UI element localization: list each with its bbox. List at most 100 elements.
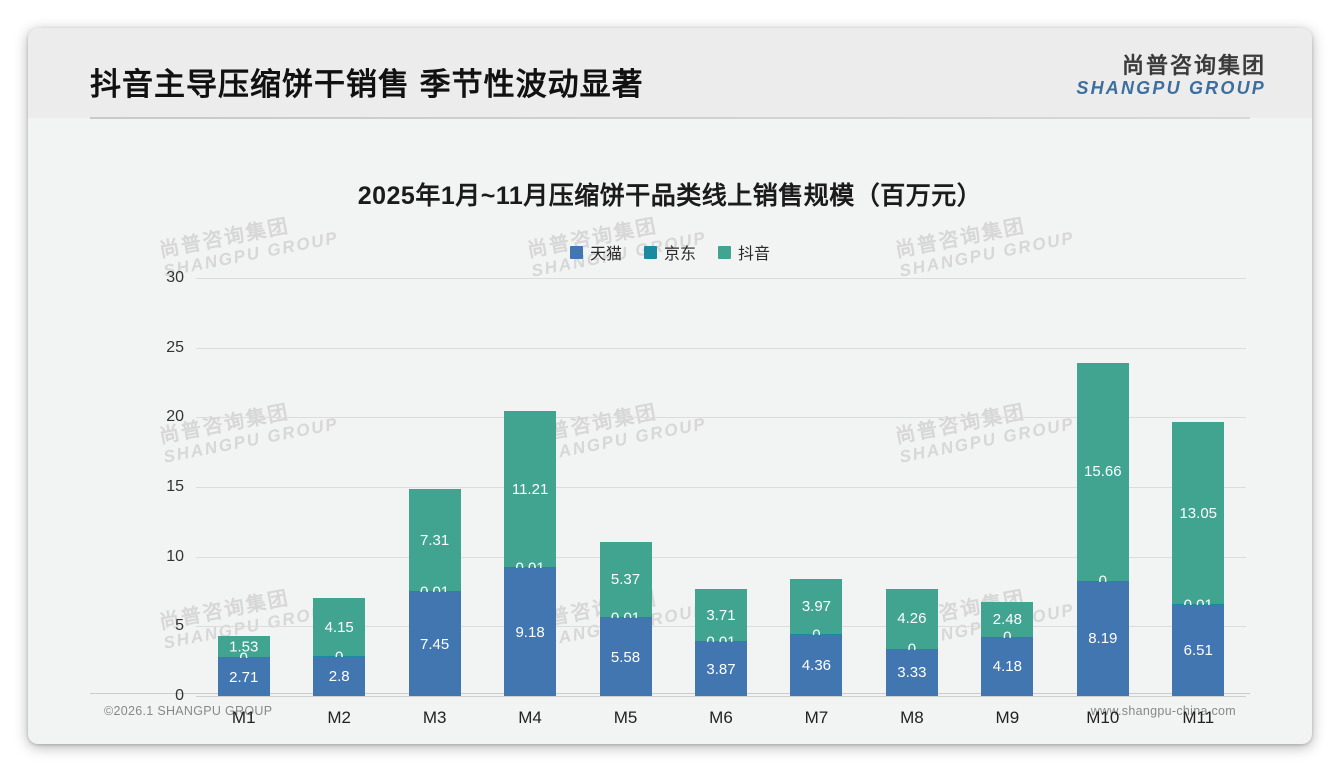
bar-segment-抖音[interactable]: 3.97 <box>790 578 843 635</box>
stacked-bar[interactable]: 11.210.019.18 <box>504 410 557 696</box>
gridline <box>196 278 1246 279</box>
bar-group-M4: 11.210.019.18 M4 <box>482 278 577 727</box>
x-axis-tick-label: M11 <box>1182 708 1215 727</box>
x-axis-tick-label: M3 <box>422 708 447 727</box>
bar-value-label: 0 <box>812 626 820 643</box>
bar-group-M11: 13.050.016.51 M11 <box>1151 278 1246 727</box>
brand-logo-en: SHANGPU GROUP <box>1076 78 1266 99</box>
bar-group-M2: 4.15 0 2.8 M2 <box>291 278 386 727</box>
bar-value-label: 9.18 <box>515 623 545 641</box>
bar-value-label: 13.05 <box>1179 504 1218 522</box>
x-axis-tick-label: M1 <box>231 708 256 727</box>
bar-segment-抖音[interactable]: 4.15 <box>313 598 366 656</box>
stacked-bar[interactable]: 1.530 2.71 <box>217 635 270 696</box>
bar-segment-京东[interactable]: 0 <box>885 641 938 658</box>
stacked-bar[interactable]: 7.310.017.45 <box>408 489 461 696</box>
bar-value-label: 1.53 <box>229 638 259 656</box>
bar-segment-天猫[interactable]: 4.18 <box>981 637 1034 696</box>
bar-value-label: 3.33 <box>897 664 927 682</box>
bar-segment-天猫[interactable]: 3.33 <box>885 649 938 696</box>
bar-value-label: 7.31 <box>420 531 450 549</box>
bar-value-label: 3.97 <box>801 598 832 616</box>
bar-segment-天猫[interactable]: 3.87 <box>694 642 747 696</box>
legend-item-抖音[interactable]: 抖音 <box>718 240 770 264</box>
slide-card: 抖音主导压缩饼干销售 季节性波动显著 尚普咨询集团 SHANGPU GROUP … <box>28 28 1312 744</box>
y-axis-tick-label: 30 <box>166 269 184 286</box>
legend-swatch-icon <box>718 245 731 259</box>
y-axis-tick-label: 25 <box>166 338 184 356</box>
bar-segment-京东[interactable]: 0 <box>217 649 270 666</box>
bar-segment-抖音[interactable]: 4.26 <box>885 589 938 649</box>
bar-group-M5: 5.370.015.58 M5 <box>578 278 673 727</box>
bar-segment-抖音[interactable]: 13.05 <box>1172 422 1225 605</box>
chart-x-axis-line <box>196 696 1246 697</box>
x-axis-tick-label: M9 <box>995 708 1020 727</box>
bar-value-label: 5.37 <box>610 571 641 589</box>
footer-copyright: ©2026.1 SHANGPU GROUP <box>104 704 273 718</box>
gridline <box>196 347 1246 349</box>
chart-title: 2025年1月~11月压缩饼干品类线上销售规模（百万元） <box>357 182 983 210</box>
bar-value-label: 4.36 <box>801 657 832 675</box>
bar-segment-抖音[interactable]: 11.21 <box>504 410 557 568</box>
x-axis-tick-label: M8 <box>900 708 924 727</box>
bar-segment-天猫[interactable]: 2.8 <box>313 657 366 696</box>
bar-value-label: 2.71 <box>229 668 259 686</box>
stacked-bar[interactable]: 4.15 0 2.8 <box>313 598 366 696</box>
legend-label: 天猫 <box>589 246 622 263</box>
legend-item-京东[interactable]: 京东 <box>643 240 696 264</box>
bar-segment-天猫[interactable]: 4.36 <box>790 635 843 696</box>
bar-segment-抖音[interactable]: 5.37 <box>599 542 652 618</box>
bar-value-label: 0 <box>240 649 248 666</box>
x-axis-tick-label: M5 <box>613 708 638 727</box>
bar-segment-天猫[interactable]: 9.18 <box>504 568 557 696</box>
bar-value-label: 8.19 <box>1088 630 1118 648</box>
legend-item-天猫[interactable]: 天猫 <box>569 240 622 264</box>
bar-value-label: 3.87 <box>706 660 736 678</box>
bar-group-M7: 3.97 0 4.36 M7 <box>769 278 864 727</box>
bar-group-M6: 3.710.013.87 M6 <box>673 278 768 727</box>
bar-segment-天猫[interactable]: 7.45 <box>408 592 461 696</box>
bar-value-label: 11.21 <box>511 480 549 498</box>
bar-segment-京东[interactable]: 0 <box>313 648 366 665</box>
x-axis-tick-label: M10 <box>1086 708 1120 727</box>
bar-group-M3: 7.310.017.45 M3 <box>387 278 482 727</box>
bar-segment-天猫[interactable]: 8.19 <box>1076 581 1129 696</box>
legend-label: 抖音 <box>738 246 771 263</box>
bar-segment-抖音[interactable]: 15.66 <box>1076 362 1129 581</box>
bar-segment-天猫[interactable]: 2.71 <box>217 658 270 696</box>
stacked-bar[interactable]: 4.26 0 3.33 <box>885 589 938 696</box>
gridline <box>196 556 1246 558</box>
stacked-bar[interactable]: 3.710.013.87 <box>694 589 747 696</box>
bar-value-label: 15.66 <box>1084 463 1122 481</box>
footer-divider <box>90 693 1250 694</box>
bar-group-M9: 2.480 4.18 M9 <box>960 278 1055 727</box>
bar-segment-京东[interactable]: 0 <box>790 626 843 643</box>
bar-segment-天猫[interactable]: 5.58 <box>599 618 652 696</box>
stacked-bar[interactable]: 13.050.016.51 <box>1172 422 1225 696</box>
bar-segment-抖音[interactable]: 1.53 <box>217 635 270 658</box>
bar-segment-抖音[interactable]: 7.31 <box>408 489 461 592</box>
chart-bars: 1.5302.71M14.1502.8M27.310.017.45M311.21… <box>196 278 1246 727</box>
bar-segment-天猫[interactable]: 6.51 <box>1172 605 1225 696</box>
chart-legend: 天猫 京东 抖音 <box>28 240 1312 264</box>
stacked-bar[interactable]: 3.97 0 4.36 <box>790 578 843 696</box>
bar-segment-抖音[interactable]: 2.48 <box>981 602 1034 637</box>
stacked-bar[interactable]: 5.370.015.58 <box>599 542 652 696</box>
y-axis-tick-label: 20 <box>166 408 184 426</box>
bar-value-label: 0 <box>335 648 343 665</box>
bar-group-M8: 4.26 0 3.33 M8 <box>864 278 959 727</box>
stacked-bar[interactable]: 15.66 0 8.19 <box>1076 362 1129 696</box>
x-axis-tick-label: M6 <box>709 708 733 727</box>
bar-group-M1: 1.530 2.71 M1 <box>196 278 291 727</box>
bar-value-label: 0 <box>1003 629 1011 646</box>
stacked-bar[interactable]: 2.480 4.18 <box>981 602 1034 696</box>
bar-segment-京东[interactable]: 0 <box>1076 573 1129 590</box>
y-axis-tick-label: 0 <box>175 687 184 704</box>
bar-segment-京东[interactable]: 0 <box>981 629 1034 646</box>
bar-value-label: 4.15 <box>324 618 354 636</box>
y-axis-tick-label: 15 <box>166 478 184 495</box>
x-axis-tick-label: M2 <box>327 708 351 727</box>
bar-group-M10: 15.66 0 8.19 M10 <box>1055 278 1150 727</box>
bar-segment-抖音[interactable]: 3.71 <box>694 589 747 642</box>
